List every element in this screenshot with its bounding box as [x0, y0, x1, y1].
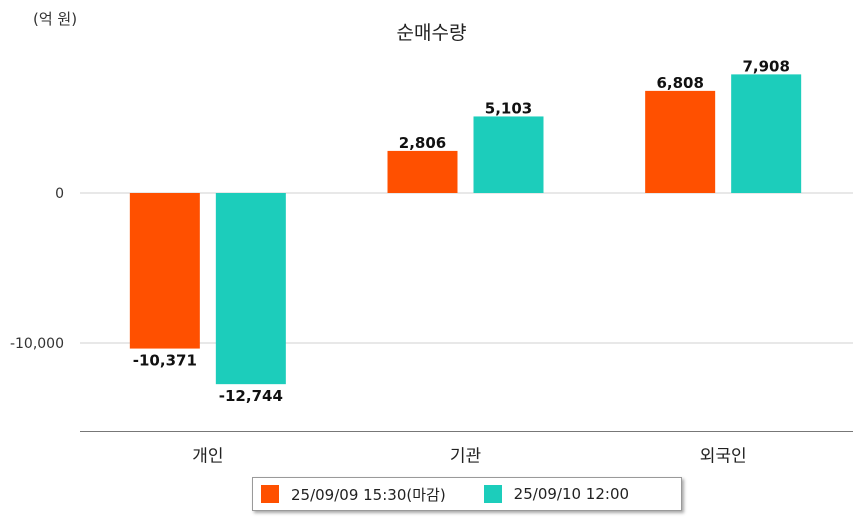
x-tick-label: 기관: [450, 447, 481, 467]
x-tick-label: 개인: [192, 447, 223, 467]
legend-item-series-1[interactable]: 25/09/09 15:30(마감): [261, 484, 446, 505]
y-tick-label: 0: [55, 186, 64, 202]
legend-swatch-series-2: [483, 485, 502, 503]
chart-legend: 25/09/09 15:30(마감) 25/09/10 12:00: [252, 477, 682, 511]
legend-swatch-series-1: [261, 485, 279, 503]
data-label: 6,808: [656, 74, 703, 92]
bar-2: [731, 74, 802, 193]
chart-title: 순매수량: [396, 22, 467, 44]
data-label: -10,371: [133, 352, 197, 370]
bar-1: [645, 90, 716, 193]
legend-item-series-2[interactable]: 25/09/10 12:00: [483, 485, 630, 503]
x-tick-label: 외국인: [700, 447, 747, 467]
bar-1: [387, 150, 458, 193]
bar-2: [215, 193, 286, 385]
data-label: -12,744: [219, 387, 283, 405]
data-label: 7,908: [742, 57, 789, 75]
bar-1: [129, 193, 200, 349]
data-label: 5,103: [485, 99, 532, 117]
unit-label: (억 원): [33, 10, 78, 28]
legend-label-series-2: 25/09/10 12:00: [513, 485, 630, 503]
y-tick-label: -10,000: [10, 336, 64, 352]
bar-2: [473, 116, 544, 193]
legend-label-series-1: 25/09/09 15:30(마감): [291, 485, 446, 504]
data-label: 2,806: [399, 134, 446, 152]
